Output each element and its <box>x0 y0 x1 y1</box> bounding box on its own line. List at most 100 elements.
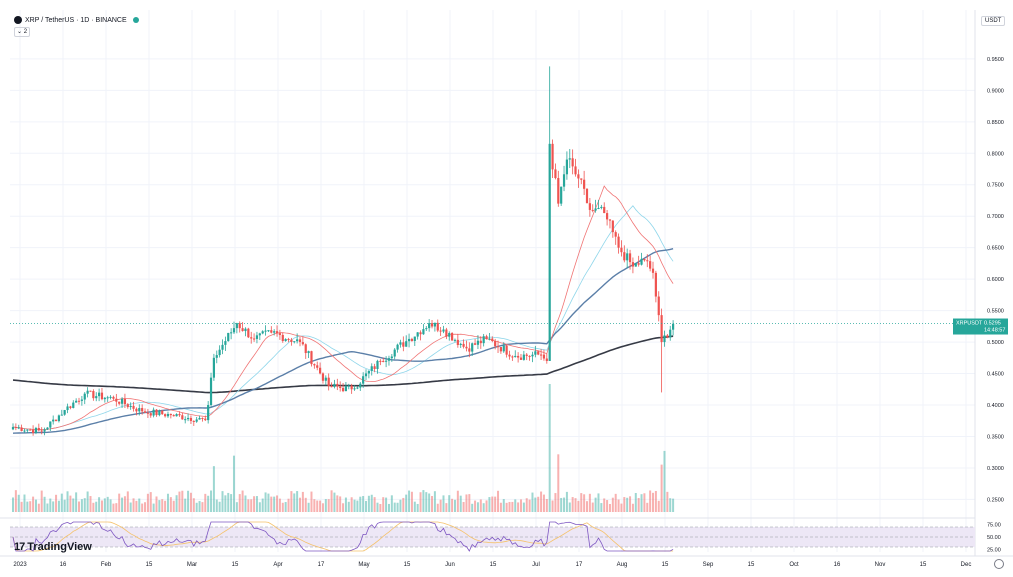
volume-bar <box>468 494 471 512</box>
y-tick-label: 0.6500 <box>987 246 1004 252</box>
volume-bar <box>126 491 129 512</box>
volume-bar <box>514 499 517 512</box>
volume-bar <box>356 500 359 512</box>
volume-bar <box>540 491 543 512</box>
volume-bar <box>319 500 322 512</box>
volume-bar <box>608 503 611 512</box>
candle-body <box>227 332 230 342</box>
candle-body <box>287 339 290 341</box>
candle-body <box>462 343 465 347</box>
candle-body <box>577 174 580 179</box>
volume-bar <box>497 490 500 512</box>
candle-body <box>442 329 445 332</box>
volume-bar <box>155 496 158 512</box>
candle-body <box>215 355 218 358</box>
settings-gear-icon[interactable] <box>994 559 1004 569</box>
candle-body <box>465 346 468 349</box>
candle-body <box>158 410 161 416</box>
candle-body <box>178 414 181 416</box>
x-tick-label: Oct <box>789 562 799 568</box>
volume-bar <box>235 502 238 512</box>
candle-body <box>390 356 393 359</box>
candle-body <box>517 355 520 358</box>
candle-body <box>152 409 155 416</box>
candle-body <box>594 208 597 211</box>
candle-body <box>362 376 365 384</box>
volume-bar <box>339 496 342 512</box>
volume-bar <box>284 502 287 512</box>
volume-bar <box>537 496 540 512</box>
volume-bar <box>451 498 454 512</box>
volume-bar <box>631 503 634 512</box>
candle-body <box>92 390 95 399</box>
candle-body <box>436 322 439 331</box>
volume-bar <box>37 503 40 512</box>
candle-body <box>476 340 480 345</box>
candle-body <box>359 383 362 388</box>
volume-bar <box>221 491 224 512</box>
candle-body <box>63 410 66 415</box>
volume-bar <box>370 494 373 512</box>
volume-bar <box>637 497 640 512</box>
candle-body <box>631 262 635 267</box>
volume-bar <box>654 490 657 512</box>
y-tick-label: 0.8000 <box>987 151 1004 157</box>
candle-body <box>428 323 431 329</box>
candle-body <box>316 365 319 368</box>
volume-bar <box>396 502 399 512</box>
candle-body <box>333 383 336 387</box>
volume-bar <box>49 498 52 512</box>
candle-body <box>499 347 502 352</box>
volume-bar <box>387 503 390 512</box>
candle-body <box>255 335 259 339</box>
rsi-tick-label: 50.00 <box>987 535 1001 541</box>
volume-bar <box>161 499 164 512</box>
candle-body <box>293 341 296 343</box>
volume-bar <box>106 496 109 512</box>
volume-bar <box>63 499 66 512</box>
volume-bar <box>405 494 408 512</box>
volume-bar <box>580 493 583 512</box>
volume-bar <box>586 501 588 512</box>
candle-body <box>336 383 339 387</box>
candle-body <box>66 406 69 411</box>
volume-bar <box>296 491 299 512</box>
volume-bar <box>144 502 147 512</box>
tradingview-logo[interactable]: 17 TradingView <box>14 541 92 553</box>
candle-body <box>296 339 299 342</box>
candle-body <box>273 331 276 333</box>
volume-bar <box>278 498 281 512</box>
volume-bar <box>485 500 488 512</box>
currency-button[interactable]: USDT <box>981 16 1006 26</box>
volume-bar <box>103 498 106 512</box>
volume-bar <box>462 501 465 512</box>
x-tick-label: 2023 <box>13 562 27 568</box>
candle-body <box>146 412 149 414</box>
indicator-collapse-button[interactable]: ⌄ 2 <box>14 27 31 37</box>
volume-bar <box>410 491 413 512</box>
volume-bar <box>164 500 167 512</box>
x-tick-label: Sep <box>703 562 714 568</box>
symbol-header[interactable]: XRP / TetherUS · 1D · BINANCE <box>14 16 139 24</box>
volume-bar <box>109 499 112 512</box>
volume-bar <box>652 492 655 512</box>
candle-body <box>505 345 508 355</box>
volume-bar <box>290 491 293 512</box>
candle-body <box>278 333 282 335</box>
candle-body <box>204 418 207 421</box>
volume-bar <box>342 503 345 512</box>
candle-body <box>525 354 528 356</box>
y-tick-label: 0.5000 <box>987 340 1004 346</box>
volume-bar <box>212 466 215 512</box>
candle-body <box>247 328 250 338</box>
volume-bar <box>264 492 267 512</box>
volume-bar <box>29 501 32 512</box>
volume-bar <box>419 492 422 512</box>
volume-bar <box>201 502 204 512</box>
candle-body <box>430 323 434 327</box>
x-tick-label: 16 <box>834 562 841 568</box>
candle-body <box>531 354 534 357</box>
candle-body <box>143 411 147 413</box>
